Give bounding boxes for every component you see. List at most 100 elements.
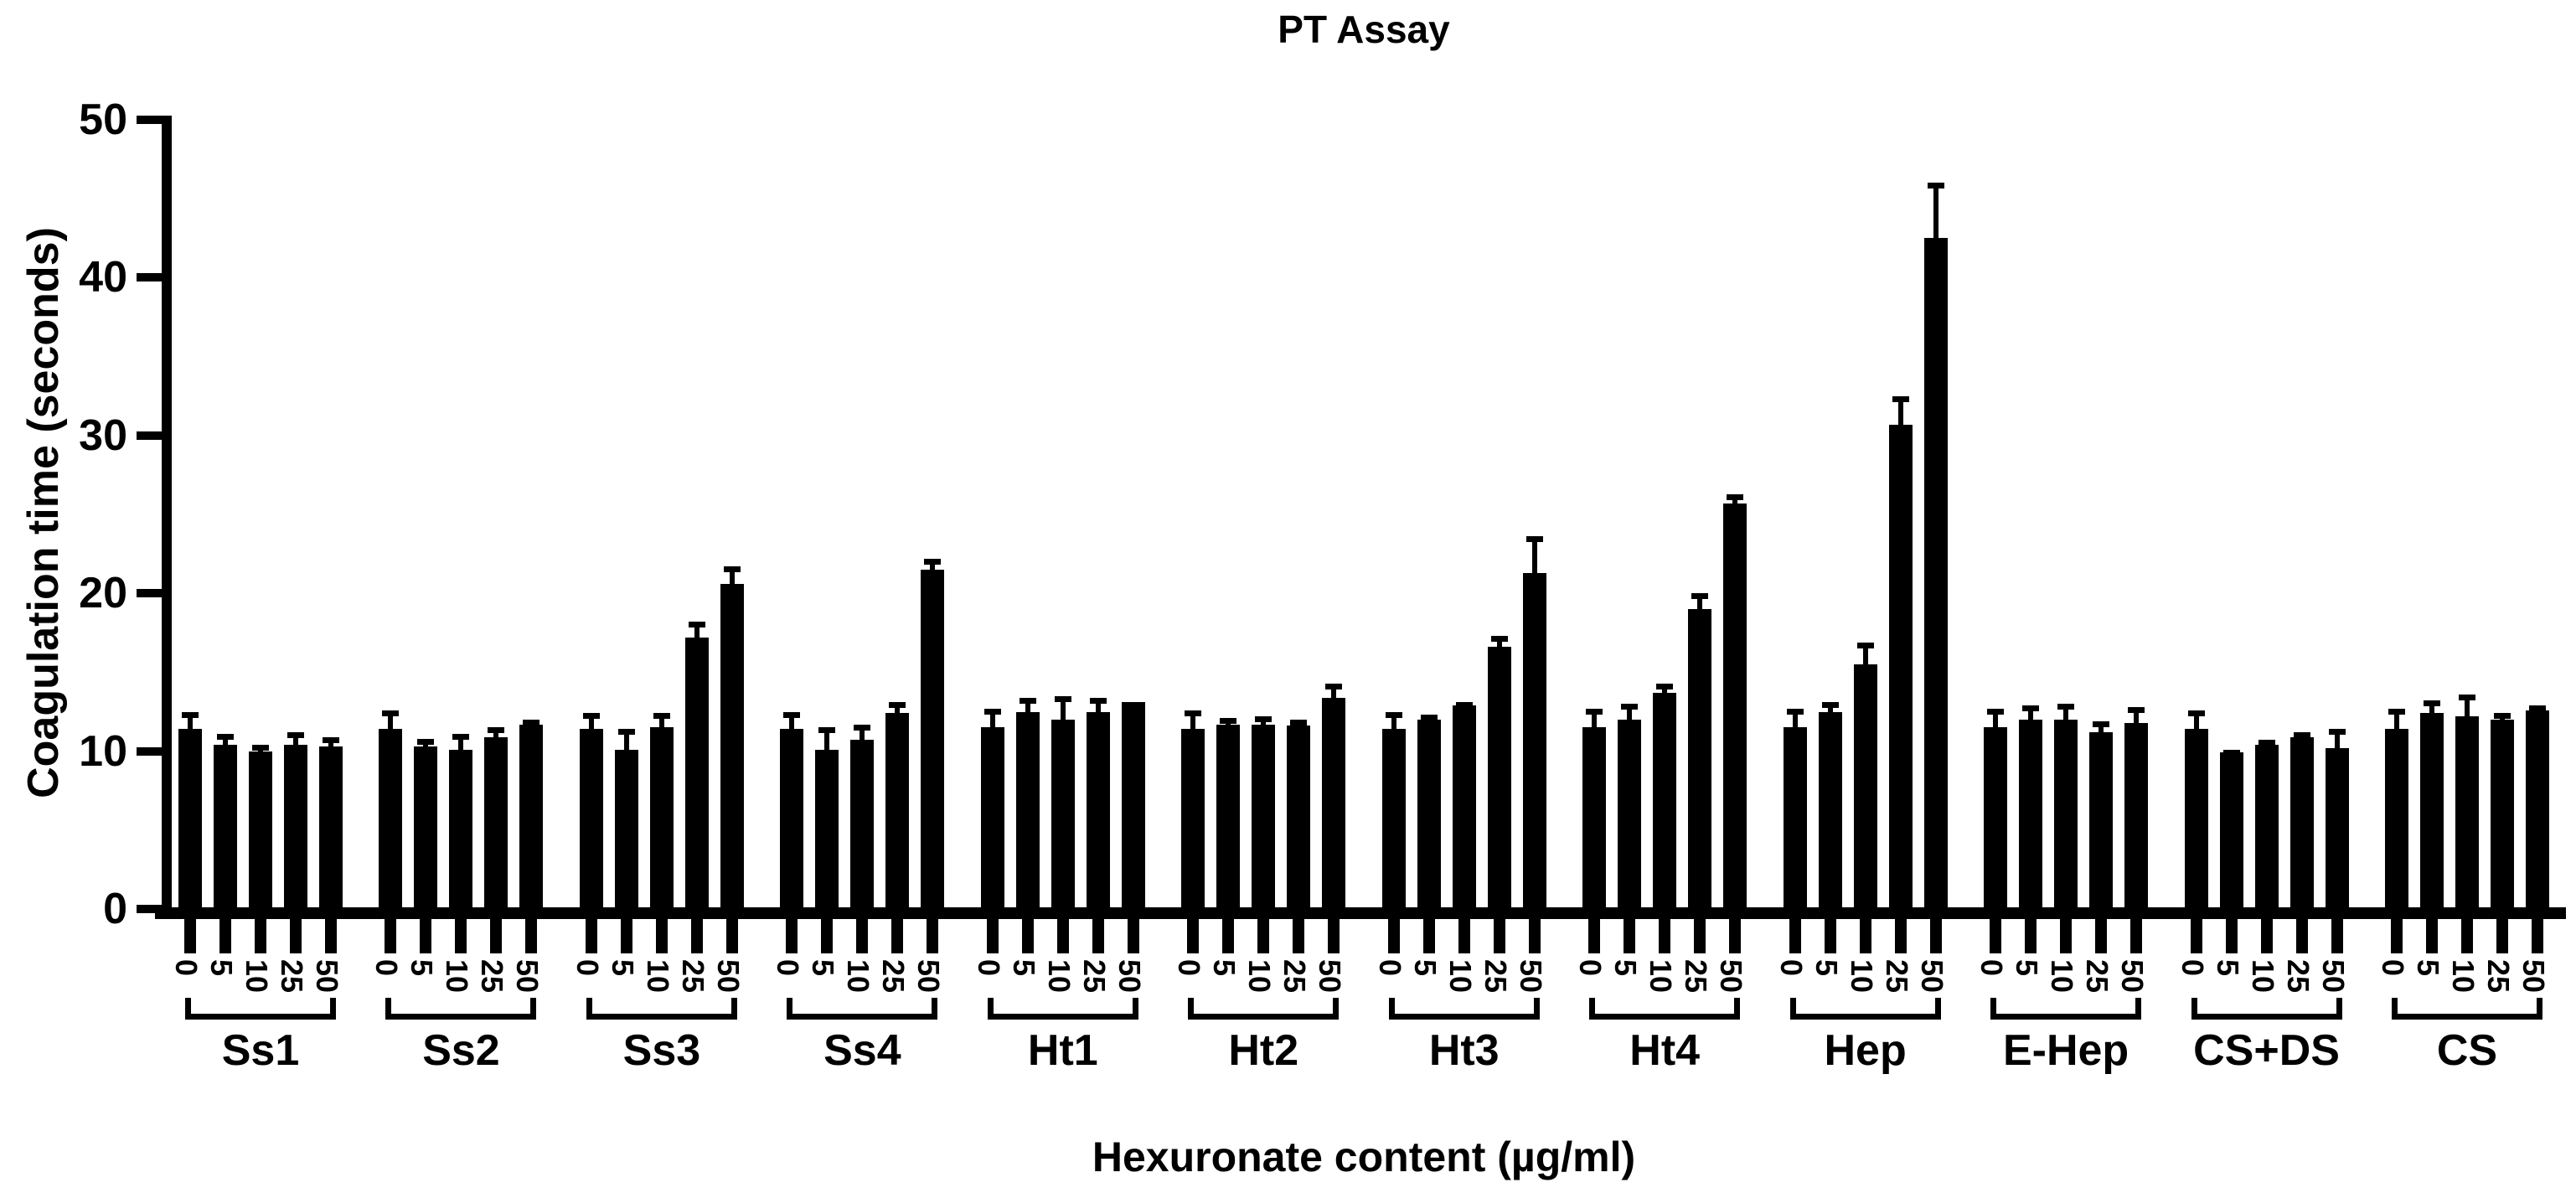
bar-CS-0 <box>2385 729 2408 909</box>
error-cap-Ht1-25 <box>1089 697 1107 704</box>
dose-label-Ht4-50: 50 <box>1714 959 1749 994</box>
error-cap-Hep-0 <box>1786 708 1804 715</box>
y-axis-line <box>162 116 172 919</box>
dose-label-Ht4-10: 10 <box>1644 959 1679 994</box>
error-stem-Hep-50 <box>1933 183 1938 240</box>
dose-label-Ss4-0: 0 <box>771 959 806 977</box>
error-cap-Ht3-5 <box>1420 715 1438 721</box>
error-stem-Ht1-0 <box>989 708 995 730</box>
x-tick-E-Hep-0 <box>1990 919 2002 953</box>
error-cap-Ss1-50 <box>323 736 339 743</box>
y-tick-0 <box>137 905 162 913</box>
x-tick-Ht3-5 <box>1422 919 1435 953</box>
group-label-CS: CS <box>2436 1026 2498 1075</box>
error-cap-CS+DS-25 <box>2293 731 2310 738</box>
bar-Ss2-50 <box>519 724 544 909</box>
error-stem-Ss4-5 <box>824 727 830 751</box>
dose-label-Ss2-25: 25 <box>475 959 510 994</box>
error-cap-Hep-10 <box>1856 642 1874 648</box>
error-stem-Ss3-0 <box>588 713 594 731</box>
error-stem-Ss4-10 <box>860 724 865 742</box>
bar-Ss1-0 <box>178 729 202 909</box>
y-tick-label-10: 10 <box>79 726 127 776</box>
group-bracket-CS+DS <box>2191 998 2342 1020</box>
bar-Ss3-0 <box>579 729 603 909</box>
x-tick-CS-5 <box>2426 919 2438 953</box>
dose-label-Ht2-5: 5 <box>1207 959 1242 977</box>
chart-title: PT Assay <box>1278 8 1450 51</box>
group-bracket-Ht4 <box>1589 998 1741 1020</box>
bar-Ss2-25 <box>484 736 508 909</box>
dose-label-CS-0: 0 <box>2376 959 2410 977</box>
x-tick-Ht1-25 <box>1092 919 1104 953</box>
error-cap-Ss2-25 <box>488 727 505 734</box>
error-stem-Ht3-25 <box>1496 636 1502 649</box>
error-stem-CS+DS-0 <box>2193 710 2199 731</box>
x-tick-Ss4-25 <box>891 919 904 953</box>
dose-label-Ht3-50: 50 <box>1513 959 1548 994</box>
x-tick-Ss1-5 <box>219 919 231 953</box>
bar-Ss4-10 <box>850 740 875 909</box>
error-stem-CS-0 <box>2394 708 2399 731</box>
error-cap-E-Hep-50 <box>2128 706 2145 713</box>
bar-Ss1-5 <box>214 745 237 909</box>
x-tick-E-Hep-50 <box>2130 919 2143 953</box>
bar-Ss4-5 <box>815 749 839 909</box>
group-bracket-E-Hep <box>1990 998 2142 1020</box>
error-cap-Hep-50 <box>1927 183 1944 189</box>
dose-label-Ht2-50: 50 <box>1313 959 1348 994</box>
dose-label-Ss3-50: 50 <box>710 959 746 994</box>
dose-label-Ss1-5: 5 <box>204 959 239 977</box>
bar-Ss4-50 <box>921 569 945 909</box>
error-cap-Hep-5 <box>1821 702 1839 709</box>
bar-Ss1-50 <box>319 746 343 909</box>
group-label-Ss1: Ss1 <box>221 1026 300 1075</box>
error-stem-E-Hep-25 <box>2098 720 2104 734</box>
error-cap-Hep-25 <box>1892 395 1909 402</box>
x-tick-CS-50 <box>2532 919 2543 953</box>
bar-Ht1-5 <box>1015 711 1040 909</box>
error-cap-Ss3-50 <box>723 566 741 573</box>
error-stem-Ht2-50 <box>1331 683 1337 700</box>
bar-Ht4-5 <box>1618 719 1642 909</box>
y-tick-label-20: 20 <box>79 569 127 618</box>
x-tick-Ht1-50 <box>1127 919 1139 953</box>
error-stem-Ht3-0 <box>1391 711 1396 731</box>
dose-label-Ht2-25: 25 <box>1278 959 1313 994</box>
dose-label-Ss1-25: 25 <box>275 959 309 994</box>
bar-Ss1-25 <box>284 745 307 909</box>
error-stem-Ss3-50 <box>729 566 735 586</box>
error-stem-Ht1-25 <box>1095 697 1101 714</box>
bar-Ss3-50 <box>720 583 744 909</box>
dose-label-Hep-5: 5 <box>1809 959 1844 977</box>
error-cap-Ht4-5 <box>1621 704 1639 710</box>
error-stem-Ss3-5 <box>623 729 629 751</box>
group-bracket-Ss1 <box>185 998 336 1020</box>
x-tick-Ss3-10 <box>655 919 668 953</box>
x-tick-Ht1-0 <box>986 919 999 953</box>
error-stem-Hep-10 <box>1862 642 1868 666</box>
dose-label-Ht2-10: 10 <box>1242 959 1278 994</box>
error-cap-Ss2-0 <box>382 710 400 716</box>
group-bracket-Ht2 <box>1188 998 1340 1020</box>
error-cap-Ht4-25 <box>1691 593 1709 600</box>
error-stem-Ht4-5 <box>1627 704 1633 721</box>
x-tick-Ss1-0 <box>184 919 196 953</box>
group-bracket-Ss3 <box>586 998 737 1020</box>
bar-Ss3-10 <box>649 727 674 909</box>
x-tick-Ht2-0 <box>1187 919 1200 953</box>
dose-label-Ss4-10: 10 <box>841 959 876 994</box>
x-tick-CS+DS-50 <box>2331 919 2343 953</box>
x-tick-Ss2-10 <box>455 919 467 953</box>
bar-Ht3-10 <box>1452 705 1476 909</box>
dose-label-Ht1-50: 50 <box>1112 959 1147 994</box>
bar-Ht2-50 <box>1322 697 1346 909</box>
error-cap-Ht3-0 <box>1385 711 1402 718</box>
dose-label-CS-10: 10 <box>2446 959 2480 994</box>
bar-Ht3-25 <box>1487 647 1511 909</box>
error-cap-Ss3-0 <box>582 713 600 720</box>
x-tick-CS-0 <box>2391 919 2403 953</box>
dose-label-Hep-25: 25 <box>1879 959 1914 994</box>
